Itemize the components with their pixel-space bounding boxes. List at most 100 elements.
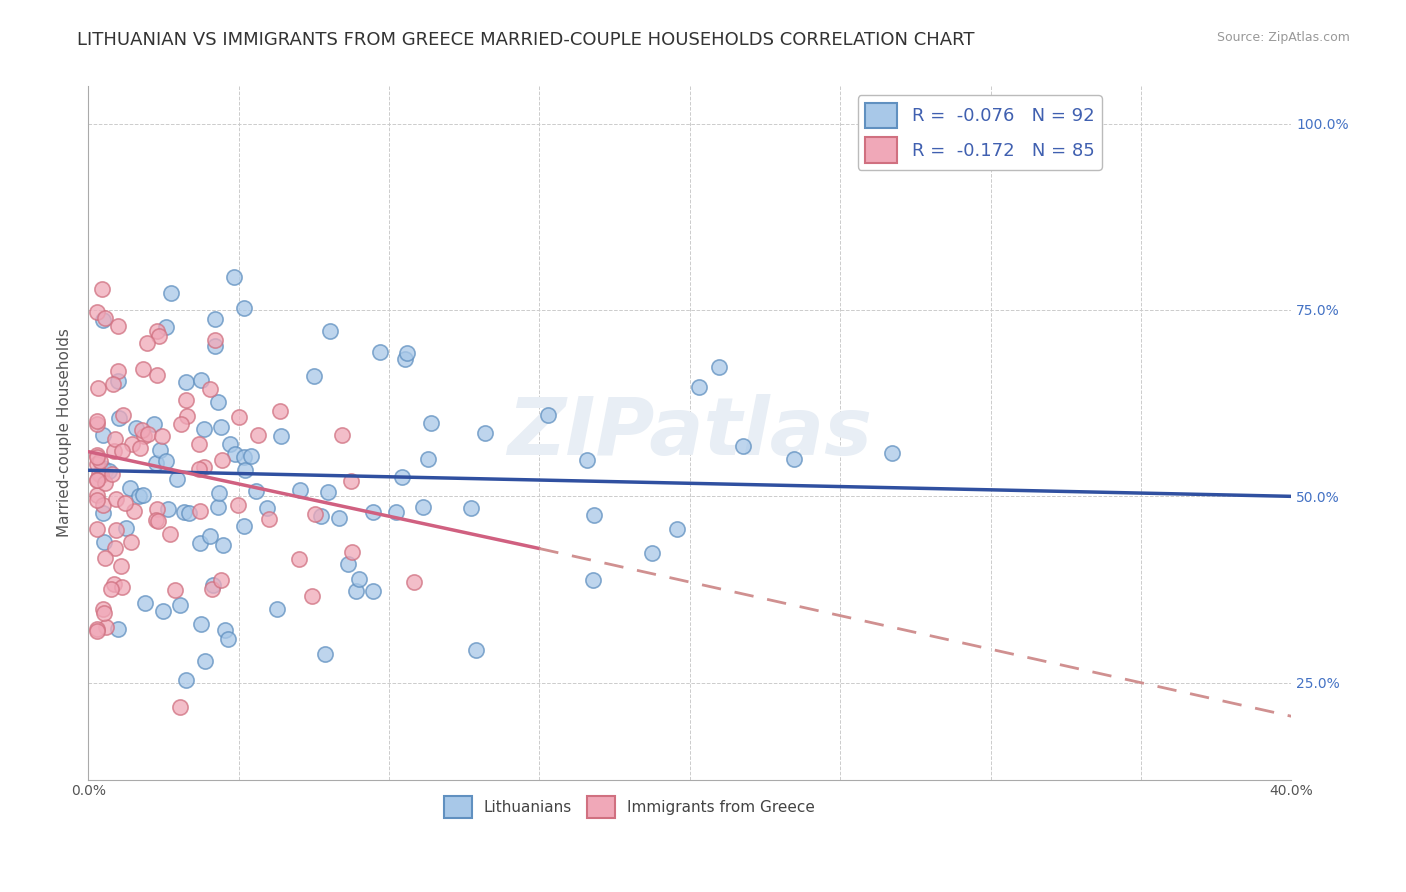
Point [209,573,232,587]
Point [201,582,224,596]
Point [208,486,231,500]
Point [91,602,114,616]
Point [89,467,111,482]
Point [420,416,443,430]
Point [149,442,172,457]
Point [148,329,170,343]
Point [330,427,353,442]
Point [179,506,201,520]
Point [136,336,159,351]
Legend: Lithuanians, Immigrants from Greece: Lithuanians, Immigrants from Greece [439,790,821,824]
Point [103,576,125,591]
Point [188,461,211,475]
Point [460,501,482,516]
Point [86,305,108,319]
Point [344,584,367,599]
Text: ZIPatlas: ZIPatlas [508,394,872,472]
Point [174,375,197,389]
Point [107,622,129,636]
Point [94,464,117,478]
Point [688,380,710,394]
Point [87,381,110,395]
Point [222,270,245,285]
Point [93,606,115,620]
Point [134,596,156,610]
Point [328,511,350,525]
Point [217,632,239,646]
Point [86,414,108,428]
Point [169,598,191,612]
Point [245,484,267,499]
Point [146,324,169,338]
Point [416,451,439,466]
Point [266,602,288,616]
Point [391,470,413,484]
Point [246,427,269,442]
Point [190,373,212,387]
Point [340,474,363,488]
Point [89,453,111,467]
Point [226,498,249,512]
Point [211,538,233,552]
Point [209,419,232,434]
Point [94,620,117,634]
Point [122,503,145,517]
Point [257,512,280,526]
Point [115,521,138,535]
Point [169,699,191,714]
Point [105,492,128,507]
Point [170,417,193,431]
Point [188,437,211,451]
Point [214,624,236,638]
Point [145,513,167,527]
Point [319,324,342,338]
Point [176,392,198,407]
Point [233,462,256,476]
Point [156,502,179,516]
Point [228,409,250,424]
Point [101,377,124,392]
Point [204,333,226,347]
Point [194,654,217,668]
Point [114,496,136,510]
Point [232,518,254,533]
Point [155,453,177,467]
Point [316,485,339,500]
Point [474,426,496,441]
Point [112,408,135,422]
Point [347,572,370,586]
Point [159,527,181,541]
Point [641,546,664,560]
Point [155,319,177,334]
Point [207,500,229,514]
Point [86,457,108,471]
Point [107,374,129,388]
Point [86,522,108,536]
Point [93,498,115,512]
Point [224,447,246,461]
Point [288,483,311,497]
Point [269,404,291,418]
Point [337,557,360,571]
Point [465,643,488,657]
Point [145,368,167,382]
Point [211,453,233,467]
Point [202,578,225,592]
Y-axis label: Married-couple Households: Married-couple Households [58,328,72,537]
Point [159,286,181,301]
Point [302,368,325,383]
Point [193,421,215,435]
Point [404,574,426,589]
Point [204,312,226,326]
Point [104,541,127,556]
Point [128,489,150,503]
Point [314,647,336,661]
Text: LITHUANIAN VS IMMIGRANTS FROM GREECE MARRIED-COUPLE HOUSEHOLDS CORRELATION CHART: LITHUANIAN VS IMMIGRANTS FROM GREECE MAR… [77,31,974,49]
Point [93,475,115,490]
Point [97,465,120,479]
Point [86,417,108,431]
Point [582,573,605,587]
Point [301,589,323,603]
Point [163,582,186,597]
Point [107,319,129,334]
